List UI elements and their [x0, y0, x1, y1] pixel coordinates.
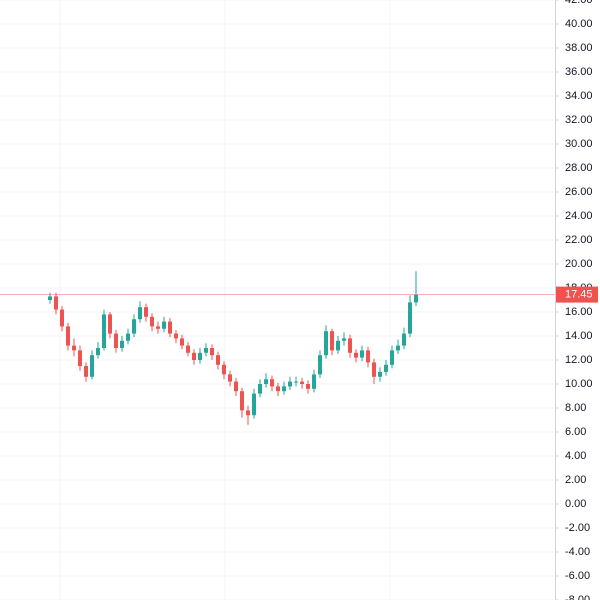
candle-body	[96, 348, 100, 356]
candle-body	[324, 331, 328, 356]
y-tick-label: -6.00	[565, 570, 590, 582]
y-tick-label: 0.00	[565, 498, 586, 510]
candle-body	[168, 321, 172, 334]
y-tick-label: 6.00	[565, 426, 586, 438]
candle-body	[342, 338, 346, 341]
candle-body	[276, 386, 280, 392]
candle-body	[102, 314, 106, 348]
y-tick-label: 28.00	[565, 162, 593, 174]
vertical-grid	[59, 0, 391, 600]
y-tick-label: 8.00	[565, 402, 586, 414]
candle-body	[78, 350, 82, 366]
candle-body	[66, 326, 70, 346]
candle-body	[60, 309, 64, 327]
candle-body	[180, 338, 184, 346]
candle-body	[360, 350, 364, 358]
last-price-badge	[556, 286, 598, 303]
y-tick-label: 26.00	[565, 186, 593, 198]
candle-body	[210, 348, 214, 356]
candle-body	[162, 321, 166, 329]
candle-body	[336, 340, 340, 351]
candle-body	[198, 352, 202, 360]
candle-body	[252, 393, 256, 416]
candle-body	[366, 350, 370, 363]
candle-body	[306, 384, 310, 389]
candle-body	[108, 314, 112, 334]
candle-body	[414, 294, 418, 303]
candle-body	[258, 384, 262, 394]
candle-body	[378, 372, 382, 377]
y-tick-label: -8.00	[565, 594, 590, 600]
candle-body	[372, 362, 376, 377]
candle-body	[54, 296, 58, 310]
candle-body	[408, 302, 412, 334]
candle-body	[246, 410, 250, 416]
candle-body	[294, 381, 298, 383]
candle-body	[228, 374, 232, 382]
y-tick-label: 12.00	[565, 354, 593, 366]
y-tick-label: 36.00	[565, 66, 593, 78]
candle-body	[144, 307, 148, 317]
y-tick-label: 4.00	[565, 450, 586, 462]
candle-body	[384, 364, 388, 372]
y-tick-label: 30.00	[565, 138, 593, 150]
candle-body	[150, 316, 154, 327]
y-tick-label: 14.00	[565, 330, 593, 342]
candle-body	[48, 296, 52, 300]
candle-body	[174, 333, 178, 339]
candle-body	[222, 364, 226, 375]
y-tick-label: -4.00	[565, 546, 590, 558]
candle-body	[132, 319, 136, 334]
candle-body	[156, 326, 160, 329]
candle-body	[282, 386, 286, 392]
last-price-label: 17.45	[565, 289, 593, 301]
y-tick-label: 10.00	[565, 378, 593, 390]
y-tick-label: -2.00	[565, 522, 590, 534]
candle-body	[288, 381, 292, 387]
candle-body	[234, 381, 238, 392]
candle-body	[120, 340, 124, 348]
candle-body	[354, 352, 358, 358]
y-tick-label: 42.00	[565, 0, 593, 6]
candle-body	[216, 355, 220, 365]
candle-body	[348, 338, 352, 353]
candle-body	[330, 331, 334, 351]
y-tick-label: 22.00	[565, 234, 593, 246]
candle-body	[114, 333, 118, 348]
candle-body	[402, 333, 406, 346]
candle-body	[126, 333, 130, 341]
candle-body	[270, 379, 274, 387]
candle-body	[72, 345, 76, 351]
y-tick-label: 34.00	[565, 90, 593, 102]
candle-body	[312, 374, 316, 389]
candle-body	[318, 355, 322, 375]
candle-body	[240, 391, 244, 411]
candle-body	[300, 381, 304, 384]
candle-body	[84, 366, 88, 377]
candle-body	[186, 345, 190, 353]
candle-body	[390, 350, 394, 365]
y-tick-label: 24.00	[565, 210, 593, 222]
y-tick-label: 32.00	[565, 114, 593, 126]
candle-body	[204, 348, 208, 353]
candle-body	[192, 352, 196, 360]
y-tick-label: 16.00	[565, 306, 593, 318]
candle-body	[264, 379, 268, 384]
candle-body	[138, 307, 142, 320]
y-tick-label: 38.00	[565, 42, 593, 54]
y-tick-label: 40.00	[565, 18, 593, 30]
candle-body	[396, 345, 400, 351]
y-tick-label: 20.00	[565, 258, 593, 270]
candle-body	[90, 355, 94, 377]
y-tick-label: 2.00	[565, 474, 586, 486]
